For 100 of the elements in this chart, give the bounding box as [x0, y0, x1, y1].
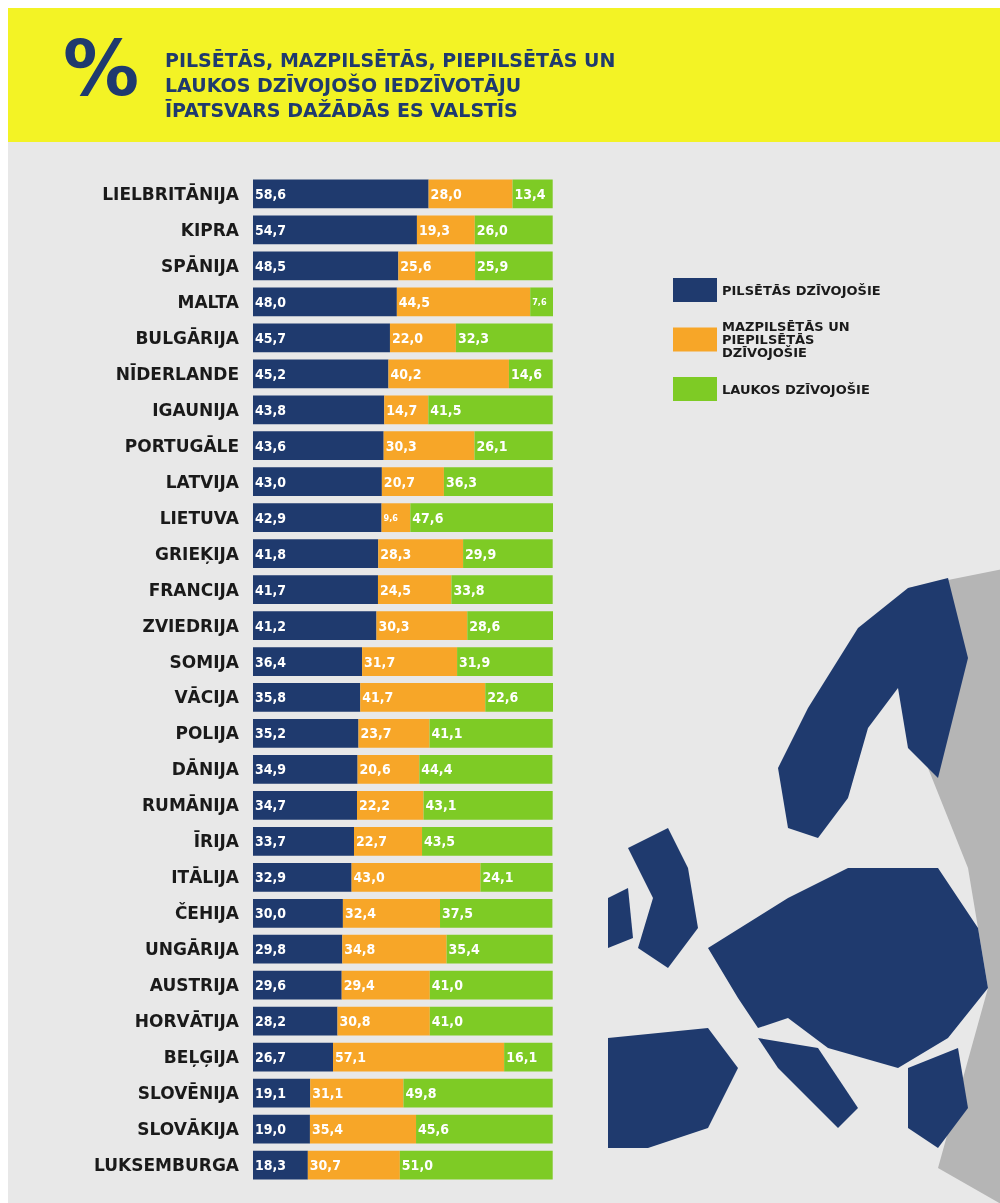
- data-label: 20,6: [359, 761, 391, 778]
- bar: [253, 826, 354, 856]
- y-tick-label: LIETUVA: [159, 507, 240, 528]
- chart-title: PILSĒTĀS, MAZPILSĒTĀS, PIEPILSĒTĀS UN LAUKOS DZĪVOJOŠO IEDZĪVOTĀJU ĪPATSVARS DAŽĀDĀS ES VALSTĪS: [165, 48, 622, 121]
- data-label: 26,0: [476, 221, 509, 238]
- bar: [253, 970, 342, 1000]
- data-label: 34,8: [344, 941, 376, 958]
- data-label: 58,6: [255, 185, 287, 202]
- bar: [381, 467, 444, 497]
- y-tick-label: BEĻĢIJA: [163, 1047, 240, 1068]
- y-tick-label: SPĀNIJA: [161, 254, 240, 276]
- y-tick-label: GRIEĶIJA: [155, 543, 240, 564]
- data-label: 37,5: [442, 905, 474, 922]
- bar: [389, 323, 456, 353]
- bar: [253, 719, 359, 748]
- y-tick-label: MALTA: [177, 291, 240, 312]
- bar: [474, 431, 553, 461]
- y-tick-label: IGAUNIJA: [152, 399, 240, 420]
- data-label: 44,5: [398, 293, 430, 310]
- data-label: 30,3: [385, 437, 417, 454]
- data-label: 25,6: [400, 257, 432, 274]
- data-label: 41,8: [255, 545, 287, 562]
- bar: [253, 251, 399, 281]
- bar: [410, 503, 553, 533]
- y-tick-label: LIELBRITĀNIJA: [102, 182, 240, 204]
- data-label: 35,4: [311, 1121, 344, 1138]
- bar: [253, 395, 385, 425]
- bar: [253, 431, 384, 461]
- legend-label: LAUKOS DZĪVOJOŠIE: [722, 381, 870, 397]
- bar: [253, 179, 429, 209]
- y-tick-label: HORVĀTIJA: [134, 1010, 240, 1032]
- data-label: 43,0: [353, 869, 385, 886]
- data-label: 26,1: [476, 437, 508, 454]
- data-label: 20,7: [383, 473, 415, 490]
- data-label: 44,4: [421, 761, 453, 778]
- bar: [423, 790, 553, 820]
- data-label: 47,6: [412, 509, 444, 526]
- data-label: 28,2: [255, 1013, 287, 1030]
- y-tick-label: VĀCIJA: [174, 686, 240, 708]
- data-label: 14,6: [510, 365, 543, 382]
- bar: [451, 575, 553, 604]
- data-label: 43,0: [255, 473, 287, 490]
- y-tick-label: ČEHIJA: [174, 902, 240, 924]
- bar: [428, 395, 553, 425]
- bar: [377, 575, 452, 604]
- bar: [341, 970, 430, 1000]
- bar: [309, 1114, 417, 1144]
- data-label: 36,4: [255, 653, 287, 670]
- data-label: 19,0: [255, 1121, 287, 1138]
- data-label: 19,3: [418, 221, 451, 238]
- data-label: 24,1: [482, 869, 514, 886]
- y-tick-label: ĪRIJA: [193, 830, 240, 852]
- data-label: 28,0: [430, 185, 462, 202]
- text: %: [63, 23, 140, 113]
- bar: [388, 359, 509, 389]
- data-label: 33,8: [453, 581, 485, 598]
- bar: [463, 539, 553, 569]
- bar: [440, 898, 553, 928]
- data-label: 18,3: [255, 1157, 287, 1174]
- data-label: 45,2: [255, 365, 287, 382]
- bar: [457, 647, 553, 676]
- bar: [360, 683, 486, 712]
- data-label: 35,8: [255, 689, 287, 706]
- y-tick-label: KIPRA: [180, 219, 240, 240]
- bar: [358, 719, 430, 748]
- data-label: 22,7: [356, 833, 388, 850]
- bar: [416, 1114, 553, 1144]
- bar: [429, 970, 553, 1000]
- data-label: 29,6: [255, 977, 287, 994]
- y-tick-label: LATVIJA: [165, 471, 240, 492]
- bar: [253, 647, 363, 676]
- data-label: 48,0: [255, 293, 287, 310]
- data-label: 28,6: [469, 617, 501, 634]
- bar: [455, 323, 553, 353]
- bar: [396, 287, 531, 317]
- y-tick-label: SLOVĒNIJA: [137, 1082, 240, 1104]
- data-label: 16,1: [506, 1049, 538, 1066]
- data-label: 30,7: [309, 1157, 341, 1174]
- data-label: 41,0: [431, 1013, 464, 1030]
- bar: [253, 215, 417, 245]
- data-label: 31,7: [364, 653, 396, 670]
- bar: [443, 467, 553, 497]
- bar: [357, 790, 424, 820]
- y-tick-label: DĀNIJA: [171, 758, 240, 780]
- data-label: 41,5: [430, 401, 462, 418]
- data-label: 34,7: [255, 797, 287, 814]
- data-label: 42,9: [255, 509, 287, 526]
- data-label: 36,3: [445, 473, 477, 490]
- bar: [253, 467, 382, 497]
- bar: [485, 683, 553, 712]
- y-tick-label: ZVIEDRIJA: [142, 615, 240, 636]
- data-label: 57,1: [335, 1049, 367, 1066]
- bar: [253, 611, 377, 640]
- data-label: 49,8: [405, 1085, 437, 1102]
- data-label: 45,7: [255, 329, 287, 346]
- data-label: 28,3: [380, 545, 412, 562]
- data-label: 25,9: [477, 257, 509, 274]
- y-tick-label: FRANCIJA: [148, 579, 240, 600]
- bar: [333, 1042, 505, 1072]
- bar: [403, 1078, 553, 1108]
